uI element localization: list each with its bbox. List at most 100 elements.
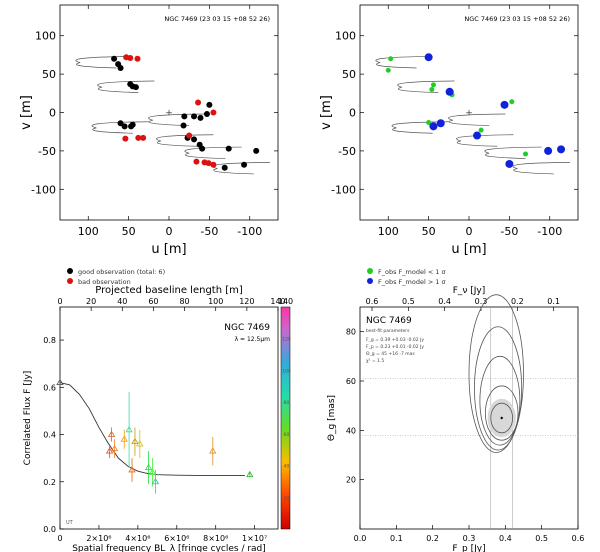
data-point: [436, 119, 445, 128]
data-point: [246, 470, 254, 478]
data-point: [445, 87, 454, 96]
colorbar-max-label: 140: [278, 297, 293, 306]
data-point: [125, 426, 133, 433]
data-point: [523, 151, 529, 157]
data-point: [127, 54, 134, 61]
uv-track: [484, 146, 542, 159]
plot-title: NGC 7469: [366, 316, 412, 326]
colorbar-tick-label: 60: [284, 432, 290, 438]
y-tick-label: -100: [31, 183, 56, 196]
data-point: [203, 111, 210, 118]
data-point: [121, 123, 128, 130]
top-tick-label: 80: [179, 297, 189, 306]
confidence-contour: [474, 326, 523, 451]
y-tick-label: -50: [38, 145, 56, 158]
y-axis-label: v [m]: [19, 95, 34, 130]
legend-marker: [67, 278, 73, 284]
top-axis-label: F_ν [Jy]: [453, 286, 486, 296]
data-point: [197, 114, 204, 121]
origin-marker: +: [165, 109, 173, 119]
data-point: [180, 122, 187, 129]
confidence-contour: [484, 385, 519, 441]
colorbar-tick-label: 120: [282, 337, 291, 343]
x-axis-label: Spatial frequency BL_λ [fringe cycles / …: [72, 544, 266, 552]
uv-track: [91, 121, 149, 134]
data-point: [557, 145, 566, 154]
x-tick-label: 0.1: [390, 534, 403, 543]
data-point: [199, 145, 206, 152]
top-tick-label: 100: [208, 297, 223, 306]
data-point: [107, 430, 116, 437]
x-tick-label: 0: [166, 225, 173, 238]
top-tick-label: 0.6: [366, 297, 379, 306]
data-point: [225, 145, 232, 152]
uv-plot-model: NGC 7469 (23 03 15 +08 52 26) 100 50 0 -50 -1…: [319, 4, 579, 286]
data-point: [193, 158, 200, 165]
data-point: [210, 109, 217, 116]
fit-parameter: Θ_g = 45 +16 -7 mas: [366, 351, 415, 357]
origin-marker: +: [465, 109, 473, 119]
x-tick-label: 100: [78, 225, 99, 238]
x-tick-label: 0.4: [499, 534, 512, 543]
data-point: [140, 134, 147, 141]
confidence-plot: F_ν [Jy] 0.6 0.5 0.4 0.3 0.2 0.1 0.0 0.1 0.2 0.3 0.…: [327, 286, 584, 552]
confidence-contour: [479, 355, 521, 446]
data-point: [430, 82, 436, 88]
y-tick-label: 0.6: [43, 383, 56, 392]
data-point: [132, 84, 139, 91]
telescope-label: UT: [66, 520, 74, 526]
uv-track: [148, 113, 206, 126]
data-point: [195, 99, 202, 106]
x-axis-label: u [m]: [451, 242, 486, 257]
y-tick-label: 100: [35, 30, 56, 43]
top-tick-label: 0.3: [475, 297, 488, 306]
data-point: [135, 134, 142, 141]
data-point: [206, 101, 213, 108]
data-point: [120, 435, 128, 442]
data-point: [424, 53, 433, 62]
fit-parameter: χ² = 1.5: [366, 358, 384, 364]
x-tick-label: 50: [122, 225, 136, 238]
top-axis-label: Projected baseline length [m]: [95, 285, 243, 296]
legend-marker: [367, 268, 373, 274]
data-point: [134, 55, 141, 62]
x-tick-label: 0.6: [572, 534, 585, 543]
plot-title: NGC 7469 (23 03 15 +08 52 26): [164, 15, 270, 23]
x-tick-label: 100: [378, 225, 399, 238]
data-point: [191, 136, 198, 143]
y-tick-label: 40: [346, 426, 356, 435]
confidence-contour: [490, 402, 514, 434]
top-tick-label: 120: [239, 297, 254, 306]
colorbar: [280, 306, 291, 530]
y-tick-label: 0.4: [43, 431, 56, 440]
data-point: [253, 147, 260, 154]
y-tick-label: 0.8: [43, 336, 56, 345]
x-axis-label: u [m]: [151, 242, 186, 257]
legend-marker: [367, 278, 373, 284]
uv-track: [375, 56, 433, 69]
plot-title: NGC 7469: [224, 323, 270, 333]
data-point: [210, 161, 217, 168]
y-tick-label: 0.2: [43, 478, 56, 487]
legend-label: F_obs F_model < 1 σ: [378, 268, 446, 276]
data-point: [221, 164, 228, 171]
y-axis-label: Θ_g [mas]: [327, 395, 337, 441]
y-tick-label: 0: [349, 107, 356, 120]
data-point: [388, 56, 394, 62]
data-point: [117, 64, 124, 71]
uv-track: [448, 113, 506, 126]
x-tick-label: 50: [422, 225, 436, 238]
best-fit-marker: [500, 416, 503, 420]
data-point: [209, 447, 217, 454]
top-tick-label: 60: [148, 297, 158, 306]
data-point: [191, 113, 198, 120]
data-point: [385, 67, 391, 73]
colorbar-tick-label: 80: [284, 400, 290, 406]
plot-title: NGC 7469 (23 03 15 +08 52 26): [464, 15, 570, 23]
data-point: [181, 113, 188, 120]
x-tick-label: 4×10⁶: [125, 534, 150, 543]
x-tick-label: -100: [537, 225, 562, 238]
x-tick-label: 0.5: [535, 534, 548, 543]
data-point: [110, 444, 119, 452]
model-curve: [59, 382, 245, 476]
